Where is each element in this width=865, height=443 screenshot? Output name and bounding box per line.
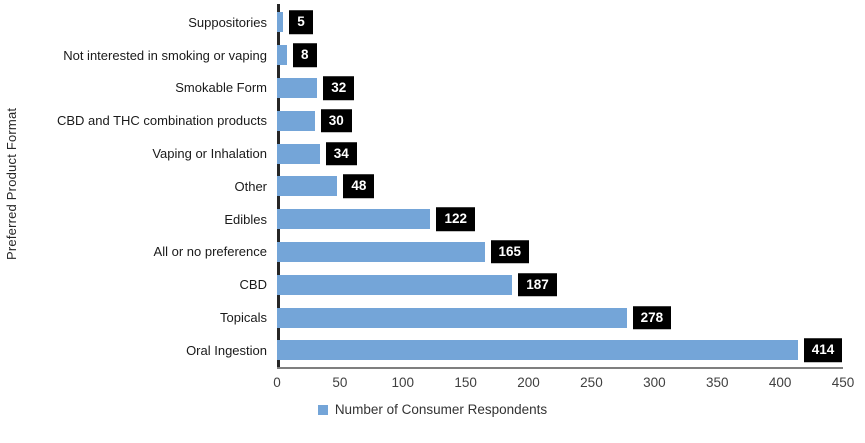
bar	[277, 209, 431, 230]
category-label: CBD	[239, 277, 267, 293]
x-tick-label: 50	[332, 374, 348, 390]
value-label: 187	[518, 273, 557, 297]
bar	[277, 45, 288, 66]
x-axis-ticks: 0 50 100 150 200 250 300 350 400 450	[273, 369, 854, 393]
x-tick-label: 0	[273, 374, 281, 390]
x-tick-label: 200	[517, 374, 540, 390]
bar-track: 165	[277, 236, 843, 269]
value-label: 32	[323, 76, 355, 100]
bar	[277, 143, 320, 164]
bar-row: Not interested in smoking or vaping 8	[30, 39, 843, 72]
category-label: Topicals	[220, 310, 267, 326]
value-label: 278	[632, 305, 672, 330]
bar-row: Oral Ingestion 414	[30, 334, 843, 367]
x-tick-label: 150	[454, 374, 477, 390]
bar-track: 48	[277, 170, 843, 203]
plot-area: Suppositories 5 Not interested in smoking …	[30, 4, 854, 393]
bar-row: CBD and THC combination products 30	[30, 104, 843, 137]
bar-row: Smokable Form 32	[30, 72, 843, 105]
y-axis-title: Preferred Product Format	[4, 107, 19, 261]
legend: Number of Consumer Respondents	[0, 402, 865, 417]
value-label: 48	[343, 174, 375, 199]
bar-row: Suppositories 5	[30, 6, 843, 39]
x-tick-label: 100	[391, 374, 415, 390]
bar-row: All or no preference 165	[30, 236, 843, 269]
category-label: Not interested in smoking or vaping	[63, 47, 267, 63]
category-label: Vaping or Inhalation	[152, 146, 267, 162]
bar-row: Other 48	[30, 170, 843, 203]
bar-track: 30	[277, 104, 843, 137]
bar-row: Edibles 122	[30, 203, 843, 236]
bar	[277, 307, 627, 328]
bar-row: CBD 187	[30, 268, 843, 301]
bar	[277, 12, 284, 33]
category-label: Other	[234, 178, 267, 194]
value-label: 34	[325, 141, 357, 166]
category-label: Smokable Form	[175, 80, 267, 96]
x-tick-label: 400	[768, 374, 792, 390]
bar-track: 122	[277, 203, 843, 236]
x-tick-label: 300	[643, 374, 666, 390]
bar-row: Vaping or Inhalation 34	[30, 137, 843, 170]
category-label: Edibles	[224, 211, 267, 227]
category-label: All or no preference	[153, 244, 267, 260]
bar-track: 32	[277, 72, 843, 105]
bar-track: 34	[277, 137, 843, 170]
bar-track: 278	[277, 301, 843, 334]
bar	[277, 340, 798, 361]
x-axis-line	[277, 366, 843, 369]
x-tick-label: 250	[580, 374, 603, 390]
bar-rows: Suppositories 5 Not interested in smoking …	[30, 4, 843, 367]
legend-swatch-icon	[317, 404, 328, 415]
value-label: 8	[293, 43, 317, 67]
value-label: 165	[490, 240, 530, 264]
bar	[277, 110, 315, 131]
value-label: 122	[436, 207, 475, 231]
bar	[277, 274, 513, 295]
category-label: Oral Ingestion	[186, 342, 267, 358]
value-label: 30	[320, 109, 352, 133]
x-tick-label: 450	[831, 374, 855, 390]
x-tick-label: 350	[705, 374, 729, 390]
bar-track: 187	[277, 268, 843, 301]
value-label: 5	[289, 10, 313, 35]
bar	[277, 77, 318, 98]
legend-label: Number of Consumer Respondents	[334, 402, 548, 417]
bar	[277, 176, 338, 197]
bar-track: 8	[277, 39, 843, 72]
bar-track: 5	[277, 6, 843, 39]
category-label: Suppositories	[188, 14, 267, 30]
value-label: 414	[803, 338, 843, 363]
bar-track: 414	[277, 334, 843, 367]
bar	[277, 241, 485, 262]
category-label: CBD and THC combination products	[56, 113, 267, 129]
bar-row: Topicals 278	[30, 301, 843, 334]
